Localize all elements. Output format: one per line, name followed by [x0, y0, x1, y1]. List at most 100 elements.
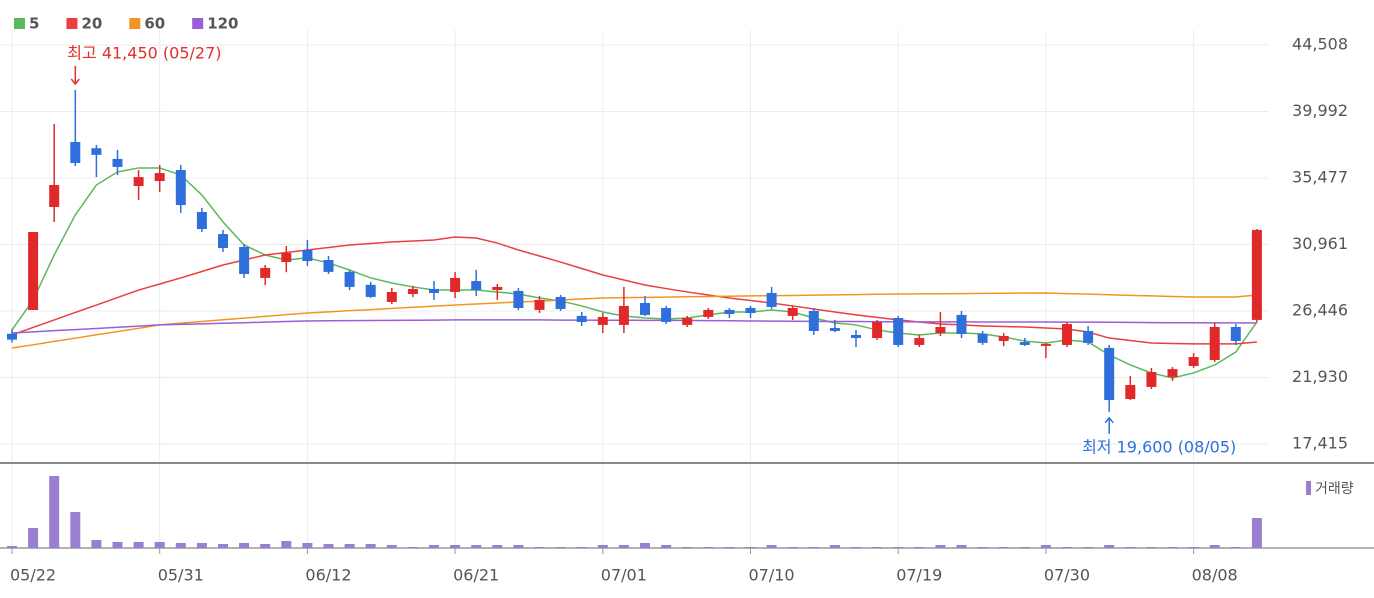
candle-body	[1146, 372, 1157, 387]
legend-swatch	[66, 18, 78, 29]
y-tick-label: 21,930	[1292, 367, 1348, 386]
volume-bar	[893, 547, 904, 548]
legend-label: 60	[144, 15, 165, 33]
x-tick-label: 06/12	[305, 566, 351, 585]
volume-bar	[365, 544, 376, 548]
volume-bar	[1146, 547, 1157, 548]
volume-bar	[998, 547, 1009, 548]
volume-bar	[1040, 545, 1051, 548]
volume-bar	[787, 547, 798, 548]
y-tick-label: 35,477	[1292, 168, 1348, 187]
volume-bar	[492, 545, 503, 548]
candle-body	[239, 247, 250, 274]
volume-bar	[935, 545, 946, 548]
volume-bar	[555, 547, 566, 548]
candle-body	[998, 335, 1009, 341]
candle-body	[471, 281, 482, 291]
candle-body	[1167, 369, 1178, 377]
volume-bar	[724, 547, 735, 548]
volume-bar	[7, 546, 17, 548]
candle-body	[1188, 357, 1199, 367]
candle-body	[745, 307, 756, 314]
candle-body	[829, 328, 840, 331]
candle-body	[281, 253, 292, 263]
volume-bar	[977, 547, 988, 548]
volume-bar	[1062, 547, 1072, 548]
y-tick-label: 39,992	[1292, 101, 1348, 120]
candle-body	[872, 321, 883, 339]
volume-bar	[661, 545, 672, 548]
volume-bar	[1125, 547, 1136, 548]
volume-bar	[386, 545, 397, 548]
candle-body	[386, 291, 397, 302]
candle-body	[893, 318, 904, 345]
candle-body	[597, 316, 608, 325]
candle-body	[28, 231, 39, 310]
candle-body	[555, 296, 566, 310]
legend-swatch	[192, 18, 204, 29]
candle-body	[787, 307, 798, 316]
candle-body	[218, 234, 228, 249]
low-arrow	[1104, 416, 1114, 434]
candle-body	[365, 284, 376, 297]
volume-bar	[175, 543, 186, 548]
ma-line	[11, 236, 1257, 345]
volume-bar	[872, 547, 883, 548]
volume-bar	[703, 547, 714, 548]
legend-label: 120	[207, 15, 238, 33]
volume-bar	[91, 540, 102, 548]
volume-bar	[534, 547, 545, 548]
candle-body	[7, 333, 17, 340]
candle-body	[808, 310, 819, 331]
candle-body	[703, 309, 714, 317]
y-tick-label: 44,508	[1292, 35, 1348, 54]
volume-legend-label: 거래량	[1315, 481, 1354, 497]
candle-body	[534, 299, 545, 310]
candle-body	[450, 277, 461, 292]
volume-bar	[745, 547, 756, 548]
candle-body	[91, 148, 102, 155]
y-tick-label: 30,961	[1292, 234, 1348, 253]
volume-bar	[154, 542, 165, 548]
candle-body	[1209, 326, 1220, 360]
x-tick-label: 05/31	[158, 566, 204, 585]
candle-body	[513, 290, 524, 308]
volume-bar	[766, 545, 777, 548]
candle-body	[112, 158, 123, 167]
x-tick-label: 08/08	[1192, 566, 1238, 585]
candle-body	[154, 173, 165, 182]
volume-bar	[808, 547, 819, 548]
volume-bar	[1167, 547, 1178, 548]
volume-bar	[407, 547, 418, 548]
low-annotation: 최저 19,600 (08/05)	[1082, 437, 1236, 456]
x-tick-label: 06/21	[453, 566, 499, 585]
candle-body	[1062, 324, 1072, 345]
volume-bar	[133, 542, 144, 548]
candle-body	[133, 177, 144, 187]
volume-bar	[112, 542, 123, 548]
candle-body	[1040, 343, 1051, 346]
x-tick-label: 07/10	[749, 566, 795, 585]
candle-body	[576, 315, 587, 322]
volume-bar	[1251, 518, 1262, 548]
x-tick-label: 07/30	[1044, 566, 1090, 585]
y-tick-label: 26,446	[1292, 301, 1348, 320]
candle-body	[851, 334, 861, 339]
volume-bar	[70, 512, 81, 548]
candle-body	[1104, 347, 1115, 401]
legend-label: 5	[29, 15, 39, 33]
candle-body	[935, 326, 946, 334]
candle-body	[323, 259, 334, 272]
volume-bar	[1104, 545, 1115, 548]
candle-body	[661, 307, 672, 322]
volume-bar	[239, 543, 250, 548]
legend-swatch	[14, 18, 25, 29]
candle-body	[302, 249, 313, 262]
volume-bar	[323, 544, 334, 548]
volume-bar	[196, 543, 207, 548]
volume-bar	[1188, 547, 1199, 548]
candle-body	[640, 302, 650, 315]
volume-bar	[429, 545, 439, 548]
